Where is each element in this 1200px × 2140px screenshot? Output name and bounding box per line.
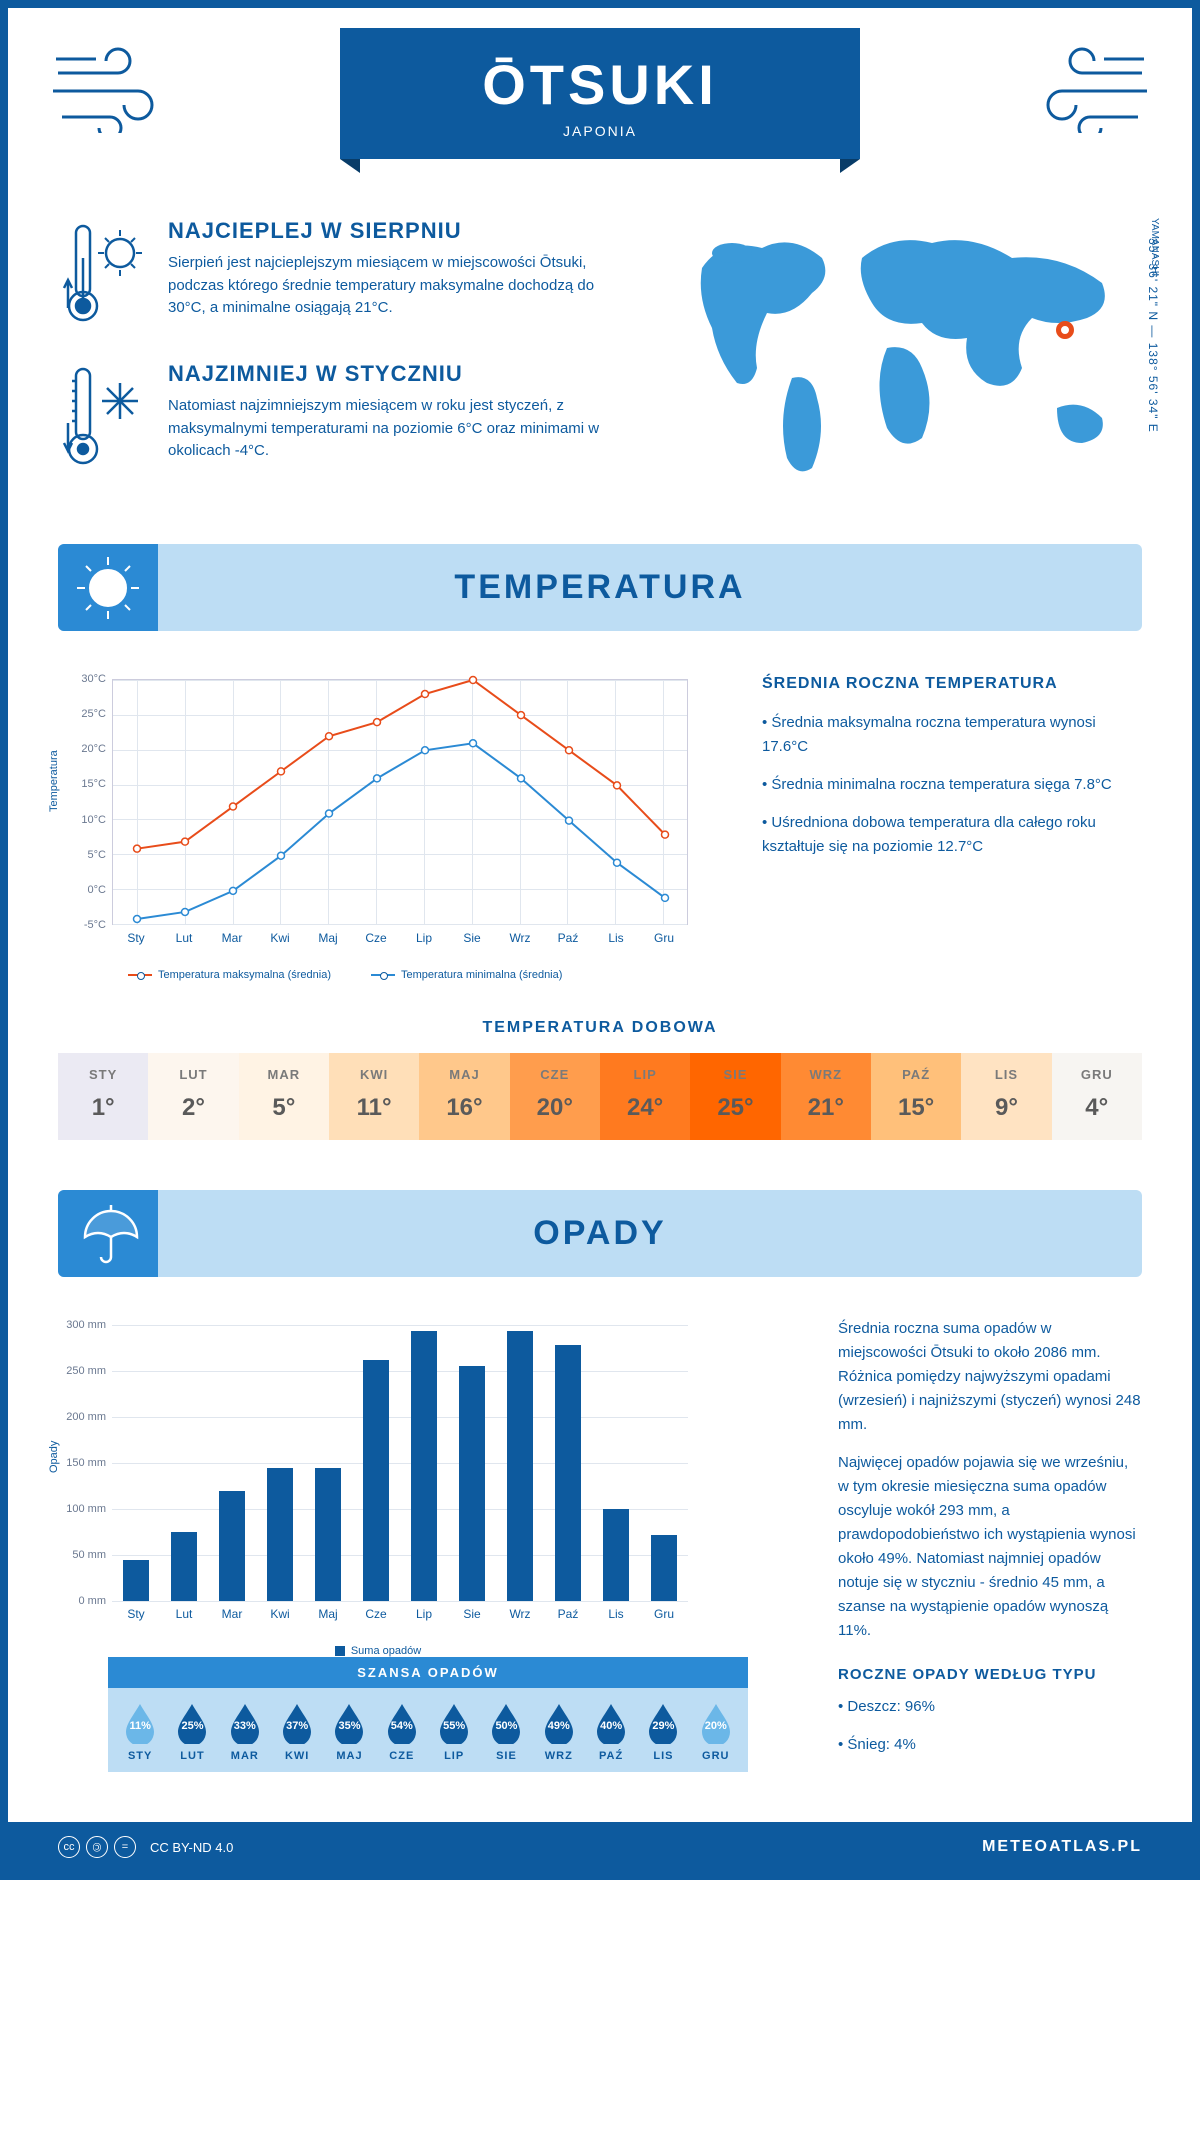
chance-cell: 37% KWI (271, 1702, 323, 1762)
temperature-line-chart: Temperatura Temperatura maksymalna (śred… (58, 671, 698, 981)
world-map: YAMANASHI 35° 36' 21" N — 138° 56' 34" E (662, 218, 1142, 504)
daily-cell: LUT2° (148, 1053, 238, 1140)
precipitation-bar-chart: Opady Suma opadów 0 mm50 mm100 mm150 mm2… (58, 1317, 698, 1657)
daily-cell: LIP24° (600, 1053, 690, 1140)
daily-cell: CZE20° (510, 1053, 600, 1140)
precip-summary: Średnia roczna suma opadów w miejscowośc… (838, 1317, 1142, 1802)
chance-cell: 11% STY (114, 1702, 166, 1762)
daily-cell: MAJ16° (419, 1053, 509, 1140)
coordinates: 35° 36' 21" N — 138° 56' 34" E (1146, 238, 1160, 433)
hot-body: Sierpień jest najcieplejszym miesiącem w… (168, 252, 622, 320)
chance-cell: 50% SIE (480, 1702, 532, 1762)
city-name: ŌTSUKI (380, 52, 820, 117)
section-header-temperature: TEMPERATURA (58, 544, 1142, 631)
chance-cell: 33% MAR (219, 1702, 271, 1762)
precip-text-1: Średnia roczna suma opadów w miejscowośc… (838, 1317, 1142, 1437)
thermometer-snow-icon (58, 361, 148, 476)
daily-cell: WRZ21° (781, 1053, 871, 1140)
chance-cell: 54% CZE (376, 1702, 428, 1762)
license-text: CC BY-ND 4.0 (150, 1840, 233, 1855)
type-item: • Śnieg: 4% (838, 1733, 1142, 1757)
sun-icon (58, 544, 158, 631)
daily-cell: SIE25° (690, 1053, 780, 1140)
license: cc 🄯 = CC BY-ND 4.0 (58, 1836, 233, 1858)
bullet: • Średnia maksymalna roczna temperatura … (762, 711, 1142, 759)
summary-title: ŚREDNIA ROCZNA TEMPERATURA (762, 671, 1142, 697)
daily-cell: STY1° (58, 1053, 148, 1140)
daily-cell: LIS9° (961, 1053, 1051, 1140)
hot-title: NAJCIEPLEJ W SIERPNIU (168, 218, 622, 244)
temperature-summary: ŚREDNIA ROCZNA TEMPERATURA • Średnia mak… (762, 671, 1142, 981)
bullet: • Średnia minimalna roczna temperatura s… (762, 773, 1142, 797)
chance-cell: 35% MAJ (323, 1702, 375, 1762)
chance-title: SZANSA OPADÓW (108, 1657, 748, 1688)
section-header-precip: OPADY (58, 1190, 1142, 1277)
header: ŌTSUKI JAPONIA (8, 8, 1192, 188)
precip-text-2: Najwięcej opadów pojawia się we wrześniu… (838, 1451, 1142, 1643)
country-name: JAPONIA (380, 123, 820, 139)
cold-body: Natomiast najzimniejszym miesiącem w rok… (168, 395, 622, 463)
bullet: • Uśredniona dobowa temperatura dla całe… (762, 811, 1142, 859)
daily-cell: MAR5° (239, 1053, 329, 1140)
section-title: TEMPERATURA (454, 568, 745, 606)
coldest-block: NAJZIMNIEJ W STYCZNIU Natomiast najzimni… (58, 361, 622, 476)
intro-section: NAJCIEPLEJ W SIERPNIU Sierpień jest najc… (8, 188, 1192, 544)
footer: cc 🄯 = CC BY-ND 4.0 METEOATLAS.PL (8, 1822, 1192, 1872)
precip-chance-table: SZANSA OPADÓW 11% STY 25% LUT 33% MAR (108, 1657, 748, 1772)
by-type-title: ROCZNE OPADY WEDŁUG TYPU (838, 1663, 1142, 1687)
chance-cell: 40% PAŹ (585, 1702, 637, 1762)
chance-cell: 49% WRZ (533, 1702, 585, 1762)
hottest-block: NAJCIEPLEJ W SIERPNIU Sierpień jest najc… (58, 218, 622, 333)
daily-cell: GRU4° (1052, 1053, 1142, 1140)
daily-cell: KWI11° (329, 1053, 419, 1140)
daily-temp-title: TEMPERATURA DOBOWA (8, 1019, 1192, 1037)
wind-icon (1012, 43, 1152, 138)
chance-cell: 25% LUT (166, 1702, 218, 1762)
umbrella-icon (58, 1190, 158, 1277)
section-title: OPADY (533, 1214, 666, 1252)
chart-legend: Suma opadów (58, 1645, 698, 1657)
cold-title: NAJZIMNIEJ W STYCZNIU (168, 361, 622, 387)
chance-cell: 55% LIP (428, 1702, 480, 1762)
cc-icon: cc (58, 1836, 80, 1858)
location-marker (1056, 321, 1074, 339)
wind-icon (48, 43, 188, 138)
chance-cell: 20% GRU (690, 1702, 742, 1762)
daily-cell: PAŹ15° (871, 1053, 961, 1140)
daily-temp-table: STY1° LUT2° MAR5° KWI11° MAJ16° CZE20° L… (58, 1053, 1142, 1140)
type-item: • Deszcz: 96% (838, 1695, 1142, 1719)
chance-cell: 29% LIS (637, 1702, 689, 1762)
by-icon: 🄯 (86, 1836, 108, 1858)
nd-icon: = (114, 1836, 136, 1858)
chart-legend: Temperatura maksymalna (średnia)Temperat… (128, 969, 698, 981)
title-ribbon: ŌTSUKI JAPONIA (340, 28, 860, 159)
thermometer-sun-icon (58, 218, 148, 333)
site-name: METEOATLAS.PL (982, 1838, 1142, 1856)
